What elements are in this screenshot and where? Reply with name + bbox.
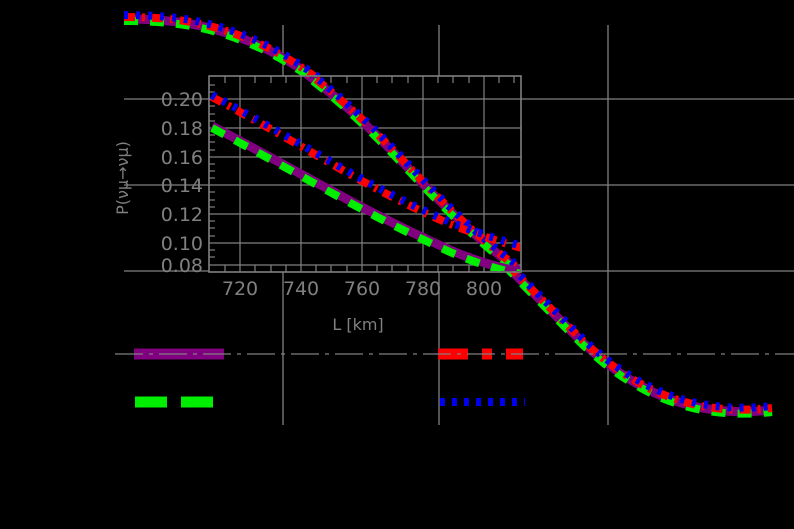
inset-minor-ticks-bottom bbox=[224, 265, 515, 272]
legend bbox=[134, 348, 525, 408]
inset-ytick-1: 0.18 bbox=[161, 118, 203, 140]
inset-ytick-4: 0.12 bbox=[161, 204, 203, 226]
inset-minor-ticks-top bbox=[224, 76, 515, 83]
inset-xtick-1: 740 bbox=[283, 278, 319, 300]
inset-lower-green-dashed bbox=[210, 124, 520, 271]
inset-xtick-0: 720 bbox=[222, 278, 258, 300]
inset-frame bbox=[208, 75, 522, 273]
inset-ytick-2: 0.16 bbox=[161, 147, 203, 169]
inset-minor-ticks-left bbox=[209, 84, 215, 258]
inset-xtick-4: 800 bbox=[466, 278, 502, 300]
inset-y-tick-labels: 0.20 0.18 0.16 0.14 0.12 0.10 0.08 bbox=[161, 89, 203, 277]
inset-panel bbox=[208, 75, 522, 273]
inset-ytick-5: 0.10 bbox=[161, 233, 203, 255]
inset-ytick-0: 0.20 bbox=[161, 89, 203, 111]
inset-upper-blue-dotted bbox=[210, 91, 520, 250]
x-axis-title: L [km] bbox=[332, 315, 383, 334]
y-axis-title: P(νμ→νμ) bbox=[113, 141, 132, 215]
inset-x-tick-labels: 720 740 760 780 800 bbox=[222, 278, 502, 300]
inset-ytick-3: 0.14 bbox=[161, 175, 203, 197]
inset-curves bbox=[210, 77, 520, 271]
main-curve-red-dashdot bbox=[123, 13, 773, 414]
inset-xtick-3: 780 bbox=[405, 278, 441, 300]
inset-main-blue-dotted bbox=[309, 77, 520, 271]
inset-main-red-dashdot bbox=[306, 77, 520, 271]
inset-background bbox=[209, 76, 521, 272]
inset-xtick-2: 760 bbox=[344, 278, 380, 300]
inset-ytick-6: 0.08 bbox=[161, 255, 203, 277]
